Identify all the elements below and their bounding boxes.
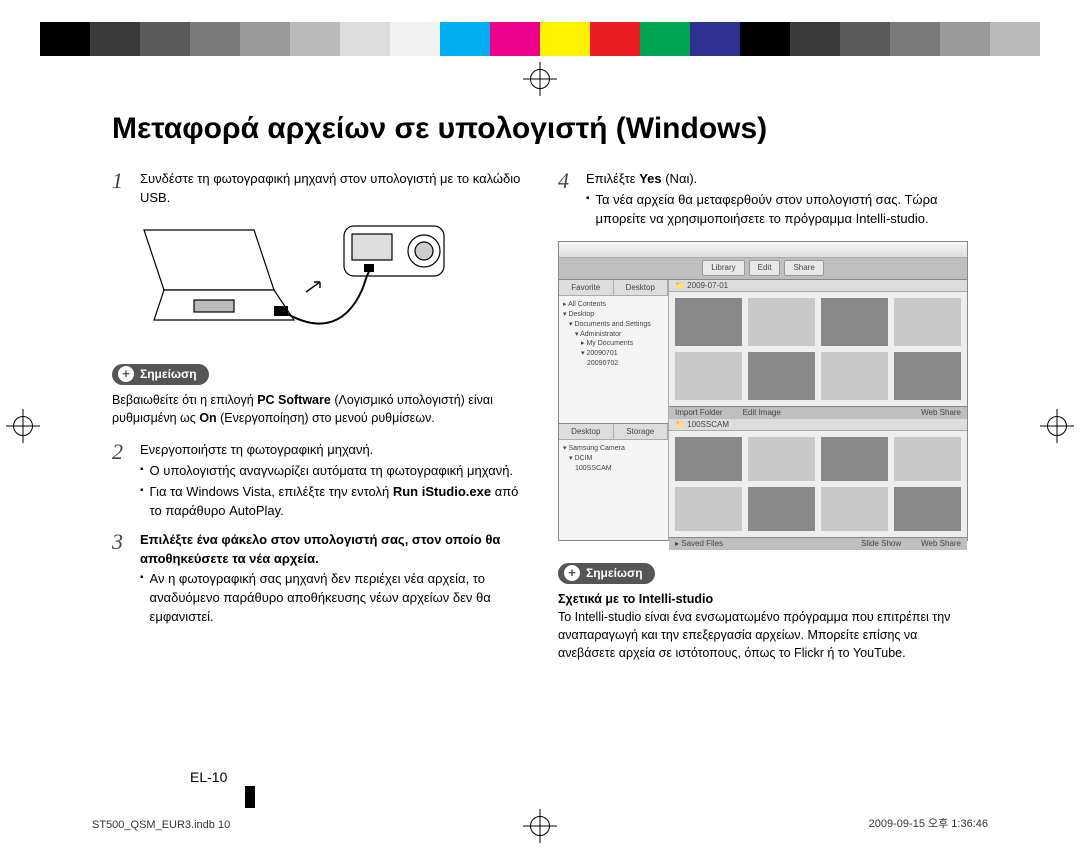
note-2-heading: Σχετικά με το Intelli-studio xyxy=(558,592,713,606)
ss-sidetab-storage: Storage xyxy=(614,424,669,440)
ss-action-strip-bottom: ▸ Saved Files Slide Show Web Share xyxy=(669,537,967,550)
step-4-head: Επιλέξτε Yes (Ναι). xyxy=(586,170,968,189)
ss-tree-top: ▸ All Contents ▾ Desktop ▾ Documents and… xyxy=(559,296,668,422)
plus-icon: + xyxy=(564,565,580,581)
ss-path-top: 📁 2009-07-01 xyxy=(669,280,967,293)
registration-mark-right xyxy=(1040,409,1074,443)
step-1-text: Συνδέστε τη φωτογραφική μηχανή στον υπολ… xyxy=(140,170,522,208)
note-2-text: Σχετικά με το Intelli-studio Το Intelli-… xyxy=(558,590,968,663)
ss-tab-library: Library xyxy=(702,260,744,276)
step-number: 2 xyxy=(112,441,130,520)
note-badge-2: + Σημείωση xyxy=(558,563,655,584)
two-column-layout: 1 Συνδέστε τη φωτογραφική μηχανή στον υπ… xyxy=(112,170,968,676)
page-number: EL-10 xyxy=(190,760,241,787)
plus-icon: + xyxy=(118,366,134,382)
step-number: 4 xyxy=(558,170,576,229)
step-number: 3 xyxy=(112,531,130,627)
note-label: Σημείωση xyxy=(586,565,643,582)
registration-mark-left xyxy=(6,409,40,443)
ss-sidetab-desktop: Desktop xyxy=(614,280,669,296)
step-number: 1 xyxy=(112,170,130,210)
step-1: 1 Συνδέστε τη φωτογραφική μηχανή στον υπ… xyxy=(112,170,522,210)
step-2-bullet-2: Για τα Windows Vista, επιλέξτε την εντολ… xyxy=(140,483,522,521)
ss-sidetab-favorite: Favorite xyxy=(559,280,614,296)
ss-tree-bottom: ▾ Samsung Camera ▾ DCIM 100SSCAM xyxy=(559,440,668,539)
step-2-bullet-1: Ο υπολογιστής αναγνωρίζει αυτόματα τη φω… xyxy=(140,462,522,481)
left-column: 1 Συνδέστε τη φωτογραφική μηχανή στον υπ… xyxy=(112,170,522,676)
page-content: Μεταφορά αρχείων σε υπολογιστή (Windows)… xyxy=(112,112,968,791)
step-3-head: Επιλέξτε ένα φάκελο στον υπολογιστή σας,… xyxy=(140,531,522,569)
page-number-marker xyxy=(245,786,255,808)
ss-toolbar: Library Edit Share xyxy=(559,258,967,280)
step-3-bullet-1: Αν η φωτογραφική σας μηχανή δεν περιέχει… xyxy=(140,570,522,627)
ss-thumbnail-grid-bottom xyxy=(669,431,967,537)
registration-mark-top xyxy=(523,62,557,96)
step-2-head: Ενεργοποιήστε τη φωτογραφική μηχανή. xyxy=(140,441,522,460)
ss-action-strip-top: Import Folder Edit Image Web Share xyxy=(669,406,967,419)
color-calibration-bar xyxy=(40,22,1040,56)
step-4: 4 Επιλέξτε Yes (Ναι). Τα νέα αρχεία θα μ… xyxy=(558,170,968,229)
ss-tab-edit: Edit xyxy=(749,260,781,276)
note-badge-1: + Σημείωση xyxy=(112,364,209,385)
ss-tab-share: Share xyxy=(784,260,823,276)
imprint-timestamp: 2009-09-15 오후 1:36:46 xyxy=(869,815,988,831)
ss-path-bottom: 📁 100SSCAM xyxy=(669,419,967,432)
ss-thumbnail-grid-top xyxy=(669,292,967,406)
note-1-text: Βεβαιωθείτε ότι η επιλογή PC Software (Λ… xyxy=(112,391,522,427)
registration-mark-bottom xyxy=(523,809,557,843)
step-3: 3 Επιλέξτε ένα φάκελο στον υπολογιστή σα… xyxy=(112,531,522,627)
intelli-studio-screenshot: Library Edit Share Favorite Desktop ▸ Al… xyxy=(558,241,968,541)
imprint-filename: ST500_QSM_EUR3.indb 10 xyxy=(92,819,230,831)
note-label: Σημείωση xyxy=(140,366,197,383)
ss-titlebar xyxy=(559,242,967,258)
ss-sidetab-desktop2: Desktop xyxy=(559,424,614,440)
camera-usb-laptop-illustration xyxy=(134,220,454,340)
page-title: Μεταφορά αρχείων σε υπολογιστή (Windows) xyxy=(112,112,968,146)
step-4-bullet-1: Τα νέα αρχεία θα μεταφερθούν στον υπολογ… xyxy=(586,191,968,229)
step-2: 2 Ενεργοποιήστε τη φωτογραφική μηχανή. Ο… xyxy=(112,441,522,520)
right-column: 4 Επιλέξτε Yes (Ναι). Τα νέα αρχεία θα μ… xyxy=(558,170,968,676)
note-2-body: Το Intelli-studio είναι ένα ενσωματωμένο… xyxy=(558,610,950,660)
